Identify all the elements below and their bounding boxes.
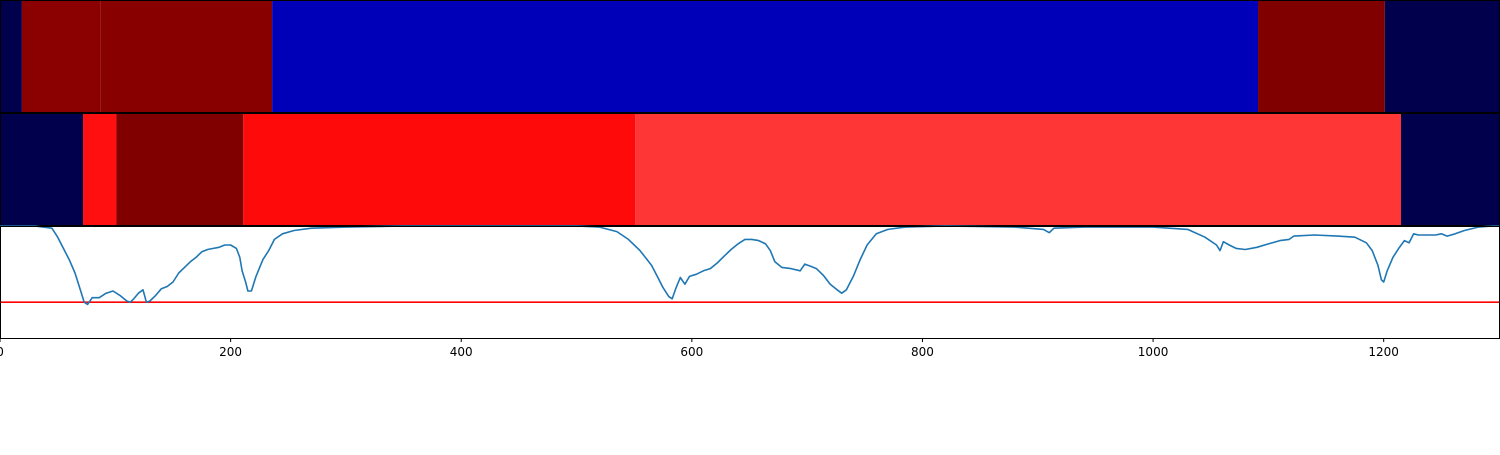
x-tick-label-0: 0: [0, 345, 4, 359]
band-top-segment-3: [272, 1, 1259, 112]
band-middle-segment-4: [635, 114, 1401, 225]
x-tick-label-800: 800: [911, 345, 934, 359]
series-line: [0, 225, 1499, 306]
x-tick-label-400: 400: [450, 345, 473, 359]
band-middle-segment-3: [243, 114, 636, 225]
band-top: [0, 0, 1500, 113]
band-middle-segment-5: [1400, 114, 1499, 225]
band-top-segment-2: [100, 1, 273, 112]
band-top-segment-0: [0, 1, 22, 112]
band-top-segment-5: [1384, 1, 1499, 112]
x-tick-label-1200: 1200: [1368, 345, 1399, 359]
line-panel: [0, 225, 1500, 339]
line-panel-background: [0, 226, 1499, 338]
x-axis: 0 200 400 600 800 1000 1200: [0, 338, 1399, 359]
band-top-segment-4: [1258, 1, 1385, 112]
heatmap-bands: [0, 0, 1500, 226]
band-top-segment-1: [21, 1, 101, 112]
x-tick-label-600: 600: [680, 345, 703, 359]
band-middle-segment-1: [83, 114, 117, 225]
band-middle: [0, 113, 1500, 226]
x-tick-label-200: 200: [219, 345, 242, 359]
x-tick-label-1000: 1000: [1138, 345, 1169, 359]
band-middle-segment-0: [0, 114, 84, 225]
band-middle-segment-2: [116, 114, 244, 225]
